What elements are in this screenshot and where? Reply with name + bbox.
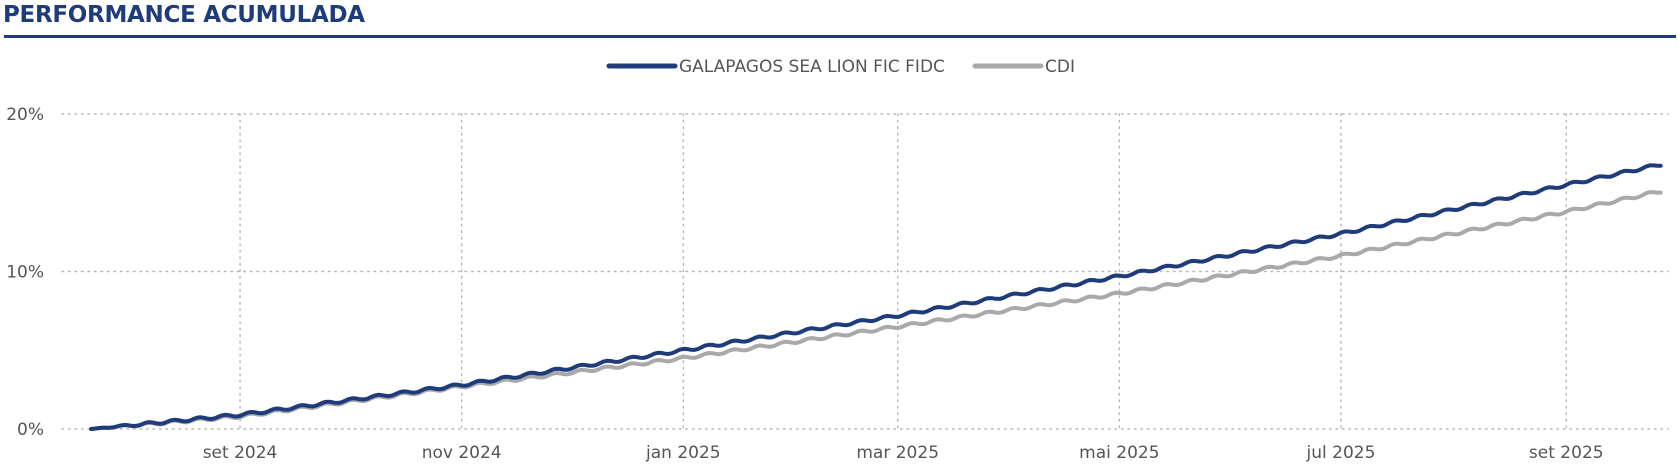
y-tick-label: 0%: [17, 420, 44, 440]
x-axis-ticks: set 2024 nov 2024 jan 2025 mar 2025 mai 2025…: [203, 443, 1604, 463]
x-tick-label: set 2025: [1529, 443, 1604, 463]
series-line-cdi: [89, 190, 1663, 431]
x-tick-label: mai 2025: [1079, 443, 1159, 463]
series-lines: [89, 163, 1663, 431]
x-tick-label: set 2024: [203, 443, 278, 463]
x-tick-label: nov 2024: [422, 443, 502, 463]
x-tick-label: jan 2025: [645, 443, 721, 463]
legend: GALAPAGOS SEA LION FIC FIDC CDI: [606, 57, 1075, 77]
x-tick-label: jul 2025: [1306, 443, 1376, 463]
chart-title: PERFORMANCE ACUMULADA: [3, 2, 365, 28]
y-axis-ticks: 0% 10% 20%: [6, 105, 44, 440]
legend-label-cdi: CDI: [1045, 57, 1075, 77]
legend-label-fund: GALAPAGOS SEA LION FIC FIDC: [679, 57, 945, 77]
series-line-fund: [89, 163, 1663, 431]
x-tick-label: mar 2025: [856, 443, 939, 463]
title-underline: [4, 35, 1676, 38]
y-tick-label: 20%: [6, 105, 44, 125]
gridlines: [61, 113, 1669, 430]
y-tick-label: 10%: [6, 263, 44, 283]
